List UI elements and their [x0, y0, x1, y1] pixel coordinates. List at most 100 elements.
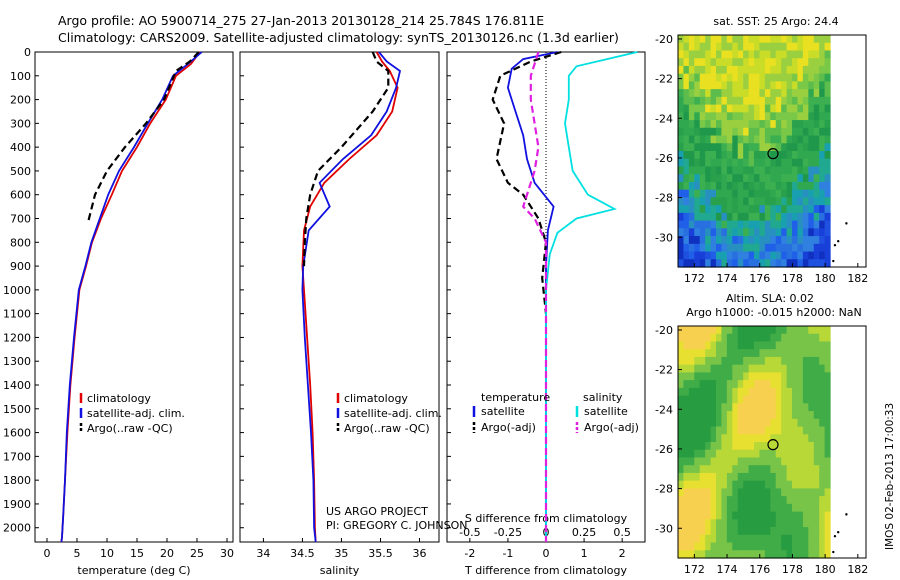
map-y-tick-label: -24 — [655, 112, 673, 125]
y-tick-label: 1500 — [3, 403, 31, 416]
series-argo-raw-qc- — [86, 51, 200, 224]
map-y-tick-label: -26 — [655, 152, 673, 165]
island-dot — [833, 243, 837, 247]
island-dot — [837, 240, 840, 243]
island-dot — [837, 531, 840, 534]
x-tick-label: 34.5 — [290, 547, 315, 560]
legend-label: Argo(..raw -QC) — [87, 422, 173, 435]
x-axis-label: T difference from climatology — [464, 564, 627, 577]
x-tick-label: 0 — [543, 547, 550, 560]
map-y-tick-label: -28 — [655, 483, 673, 496]
map-frame — [677, 325, 867, 559]
y-tick-label: 200 — [10, 94, 31, 107]
sla-map-title-2: Argo h1000: -0.015 h2000: NaN — [686, 306, 862, 319]
legend-label: climatology — [87, 392, 151, 405]
sst-map-title: sat. SST: 25 Argo: 24.4 — [713, 15, 838, 28]
map-x-tick-label: 176 — [749, 272, 770, 285]
map-y-tick-label: -22 — [655, 73, 673, 86]
y-tick-label: 1200 — [3, 331, 31, 344]
map-y-tick-label: -30 — [655, 231, 673, 244]
x-tick-label: 1 — [581, 547, 588, 560]
axes-frame — [239, 51, 440, 543]
y-tick-label: 2000 — [3, 522, 31, 535]
map-x-tick-label: 172 — [684, 272, 705, 285]
map-y-tick-label: -26 — [655, 443, 673, 456]
difference-panel: -2 -1 0 1 2 T difference from climatology -0.5… — [446, 50, 646, 577]
s-tick-label: 0.5 — [613, 526, 631, 539]
island-dot — [832, 550, 835, 554]
map-frame — [677, 34, 867, 268]
y-tick-label: 1000 — [3, 284, 31, 297]
legend-label: Argo(-adj) — [584, 421, 639, 434]
series-satellite-adj-clim- — [60, 51, 203, 543]
x-tick-label: 25 — [190, 547, 204, 560]
y-tick-label: 800 — [10, 236, 31, 249]
header-line-1: Argo profile: AO 5900714_275 27-Jan-2013… — [58, 13, 544, 28]
y-tick-label: 100 — [10, 70, 31, 83]
y-tick-label: 1900 — [3, 498, 31, 511]
y-tick-label: 900 — [10, 260, 31, 273]
y-tick-label: 700 — [10, 213, 31, 226]
axes-frame — [34, 51, 234, 543]
series-argo-raw-qc- — [302, 51, 390, 267]
y-tick-label: 500 — [10, 165, 31, 178]
y-tick-label: 1100 — [3, 308, 31, 321]
map-y-tick-label: -30 — [655, 522, 673, 535]
header-line-2: Climatology: CARS2009. Satellite-adjuste… — [58, 30, 619, 45]
map-y-tick-label: -28 — [655, 192, 673, 205]
legend-label: satellite — [481, 405, 525, 418]
x-tick-label: 35.5 — [368, 547, 393, 560]
x-tick-label: 35 — [334, 547, 348, 560]
footer-timestamp: IMOS 02-Feb-2013 17:00:33 — [884, 403, 896, 550]
map-x-tick-label: 182 — [847, 563, 868, 576]
y-tick-label: 1800 — [3, 474, 31, 487]
x-tick-label: 0 — [44, 547, 51, 560]
island-dot — [845, 222, 848, 225]
y-tick-label: 1700 — [3, 450, 31, 463]
y-tick-label: 0 — [24, 46, 31, 59]
argo-location-marker — [767, 439, 779, 451]
y-tick-label: 1400 — [3, 379, 31, 392]
x-axis-label: salinity — [320, 564, 360, 577]
x-tick-label: 10 — [100, 547, 114, 560]
x-tick-label: 2 — [619, 547, 626, 560]
sla-color-field — [678, 326, 831, 559]
series-temperature-satellite — [506, 51, 558, 542]
map-x-tick-label: 178 — [782, 563, 803, 576]
x-tick-label: -1 — [502, 547, 513, 560]
x-tick-label: -2 — [464, 547, 475, 560]
series-climatology — [60, 51, 201, 543]
temperature-panel: 0100200300400500600700800900100011001200… — [3, 46, 234, 577]
series-satellite-adj-clim- — [301, 51, 402, 543]
s-tick-label: 0.25 — [572, 526, 597, 539]
map-x-tick-label: 176 — [749, 563, 770, 576]
argo-location-marker — [767, 148, 779, 160]
s-tick-label: -0.25 — [494, 526, 522, 539]
legend-label: satellite-adj. clim. — [87, 407, 185, 420]
s-tick-label: -0.5 — [459, 526, 480, 539]
map-y-tick-label: -24 — [655, 403, 673, 416]
y-tick-label: 400 — [10, 141, 31, 154]
legend-label: Argo(-adj) — [481, 421, 536, 434]
x-tick-label: 15 — [130, 547, 144, 560]
map-y-tick-label: -22 — [655, 364, 673, 377]
x-tick-label: 36 — [412, 547, 426, 560]
map-x-tick-label: 180 — [815, 563, 836, 576]
sst-map: -20 -22 -24 -26 -28 -30 172 174 176 178 180 182 — [655, 33, 868, 285]
map-x-tick-label: 182 — [847, 272, 868, 285]
x-tick-label: 20 — [160, 547, 174, 560]
map-x-tick-label: 172 — [684, 563, 705, 576]
island-dot — [832, 259, 835, 263]
y-tick-label: 600 — [10, 189, 31, 202]
salinity-panel: 34 34.5 35 35.5 36 salinity climatology satelli… — [239, 51, 467, 577]
sst-color-field — [678, 35, 831, 268]
project-annotation: US ARGO PROJECT — [326, 505, 428, 518]
y-tick-label: 1600 — [3, 427, 31, 440]
map-y-tick-label: -20 — [655, 324, 673, 337]
map-x-tick-label: 178 — [782, 272, 803, 285]
y-tick-label: 1300 — [3, 355, 31, 368]
map-x-tick-label: 180 — [815, 272, 836, 285]
sla-map: -20 -22 -24 -26 -28 -30 172 174 176 178 180 182 — [655, 324, 868, 576]
legend-label: climatology — [344, 392, 408, 405]
x-tick-label: 34 — [256, 547, 270, 560]
